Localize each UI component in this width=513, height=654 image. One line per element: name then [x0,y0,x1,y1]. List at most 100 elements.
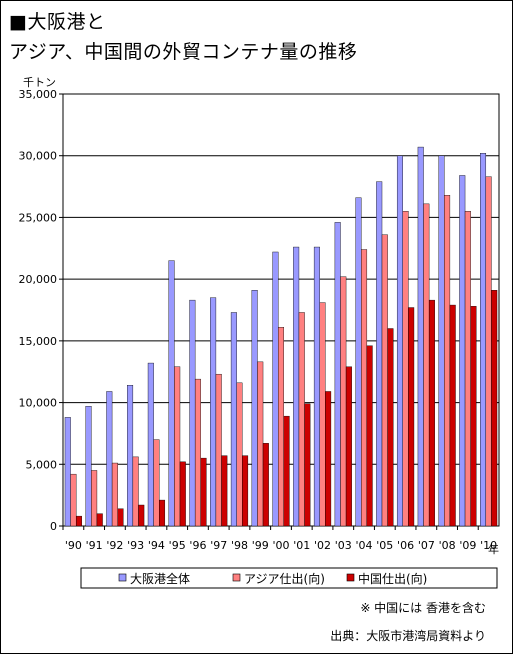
x-tick-label: '09 [459,539,476,552]
bar [278,327,285,527]
bar [423,203,430,527]
x-tick-label: '01 [293,539,310,552]
x-tick-label: '94 [148,539,165,552]
bar [480,153,487,527]
bar [230,312,237,527]
y-tick-label: 15,000 [19,335,58,348]
bar [485,176,492,527]
x-tick-label: '96 [189,539,206,552]
y-tick-label: 25,000 [19,211,58,224]
bar [153,439,160,527]
bar [96,513,103,527]
bar [438,155,445,527]
bar [200,457,207,527]
y-axis-label: 千トン [23,76,56,89]
bar [215,373,222,527]
x-axis-unit: 年 [488,542,499,556]
bar [345,366,352,527]
bar [387,328,394,527]
x-tick-label: '02 [314,539,331,552]
bar [283,415,290,527]
y-tick-label: 10,000 [19,397,58,410]
legend-swatch [118,573,127,582]
y-tick-label: 0 [50,520,57,533]
bar [293,246,300,527]
y-tick-label: 5,000 [26,458,58,471]
bar [408,307,415,527]
bar [402,211,409,527]
chart-title-line1: ■大阪港と [9,11,106,33]
bar [319,302,326,527]
bar [236,382,243,527]
bar [242,455,249,527]
bar [257,361,264,527]
source-note: 出典：大阪市港湾局資料より [330,629,486,643]
bar [75,515,82,527]
x-tick-label: '00 [272,539,289,552]
chart-title-line2: アジア、中国間の外貿コンテナ量の推移 [9,41,358,63]
y-tick-label: 30,000 [19,150,58,163]
bar [64,417,71,527]
bars [64,146,498,527]
bar [159,499,166,527]
bar [340,276,347,527]
bar [251,290,258,527]
legend: 大阪港全体 アジア仕出(向) 中国仕出(向) [80,567,498,589]
x-tick-label: '92 [106,539,123,552]
x-axis: '90 '91'92 '93 '94 '95'96 '97 '98 '99'00 '01 '02 '… [62,526,497,552]
bar [376,181,383,527]
legend-box [80,567,498,589]
x-tick-label: '97 [210,539,227,552]
bar [194,378,201,527]
bar [491,290,498,527]
x-tick-label: '90 [65,539,82,552]
bar [91,470,98,527]
bar [366,345,373,527]
bar [127,385,134,527]
x-tick-label: '05 [376,539,393,552]
bar [179,461,186,527]
bar [138,504,145,527]
legend-swatch [232,573,241,582]
x-tick-label: '04 [356,539,373,552]
x-tick-label: '06 [397,539,414,552]
x-tick-label: '99 [252,539,269,552]
bar [111,462,118,527]
bar [381,234,388,527]
bar [396,155,403,527]
x-tick-label: '08 [439,539,456,552]
bar [449,304,456,527]
y-tick-label: 35,000 [19,88,58,101]
legend-label: 大阪港全体 [130,571,190,586]
bar [428,299,435,527]
x-tick-label: '10 [480,539,497,552]
bar [174,366,181,527]
bar [221,455,228,527]
bar [298,312,305,527]
bar [325,391,332,527]
bar [132,456,139,527]
legend-label: 中国仕出(向) [358,571,427,586]
bar [334,222,341,527]
x-tick-label: '98 [231,539,248,552]
bar [210,297,217,527]
bar [272,251,279,527]
legend-swatch [346,573,355,582]
x-tick-label: '91 [86,539,103,552]
bar [85,406,92,527]
x-tick-label: '03 [335,539,352,552]
bar [355,197,362,527]
x-tick-label: '07 [418,539,435,552]
bar [262,443,269,527]
bar [147,362,154,527]
bar [189,299,196,527]
bar [106,391,113,527]
china-note: ※ 中国には 香港を含む [360,601,486,615]
y-tick-label: 20,000 [19,273,58,286]
y-axis: 0 5,000 10,000 15,000 20,000 25,000 30,000 35,0… [19,88,63,533]
bar [70,473,77,527]
bar [313,246,320,527]
bar [117,508,124,527]
bar [361,249,368,527]
